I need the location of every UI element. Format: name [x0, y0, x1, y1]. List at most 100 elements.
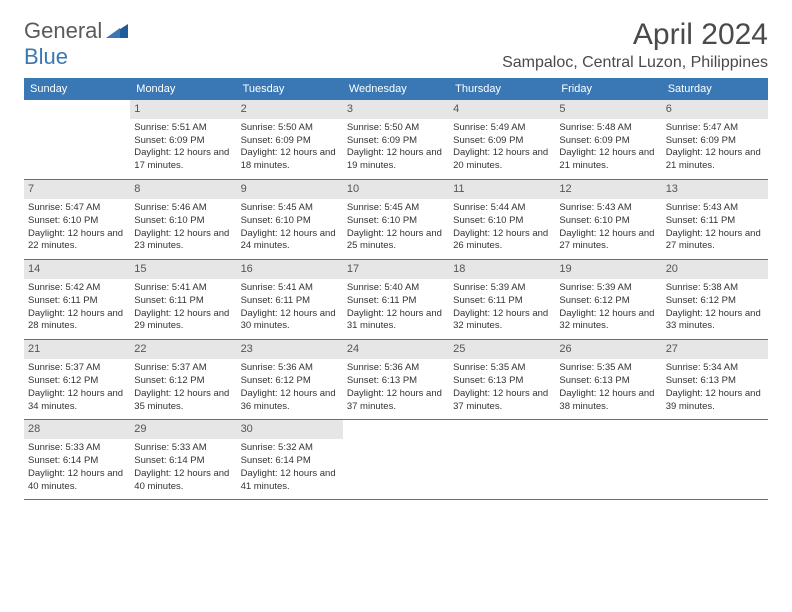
- calendar-day: 19Sunrise: 5:39 AMSunset: 6:12 PMDayligh…: [555, 260, 661, 339]
- weekday-header: Thursday: [449, 78, 555, 100]
- daylight-line: Daylight: 12 hours and 21 minutes.: [559, 147, 657, 173]
- sunset-line: Sunset: 6:11 PM: [453, 295, 551, 308]
- daylight-line: Daylight: 12 hours and 31 minutes.: [347, 308, 445, 334]
- sunrise-line: Sunrise: 5:45 AM: [347, 202, 445, 215]
- sunset-line: Sunset: 6:14 PM: [28, 455, 126, 468]
- day-number: 5: [555, 100, 661, 119]
- sunrise-line: Sunrise: 5:49 AM: [453, 122, 551, 135]
- calendar-day: 5 Sunrise: 5:48 AMSunset: 6:09 PMDaylight…: [555, 100, 661, 179]
- day-number: 11: [449, 180, 555, 199]
- day-number: 8: [130, 180, 236, 199]
- day-number: 17: [343, 260, 449, 279]
- daylight-line: Daylight: 12 hours and 27 minutes.: [666, 228, 764, 254]
- daylight-line: Daylight: 12 hours and 37 minutes.: [347, 388, 445, 414]
- calendar-day: 18Sunrise: 5:39 AMSunset: 6:11 PMDayligh…: [449, 260, 555, 339]
- weekday-header: Wednesday: [343, 78, 449, 100]
- daylight-line: Daylight: 12 hours and 20 minutes.: [453, 147, 551, 173]
- calendar-week: 7Sunrise: 5:47 AMSunset: 6:10 PMDaylight…: [24, 180, 768, 260]
- day-number: 26: [555, 340, 661, 359]
- sunset-line: Sunset: 6:11 PM: [28, 295, 126, 308]
- calendar-day: 8Sunrise: 5:46 AMSunset: 6:10 PMDaylight…: [130, 180, 236, 259]
- logo: General Blue: [24, 18, 128, 70]
- calendar-day: [343, 420, 449, 499]
- daylight-line: Daylight: 12 hours and 33 minutes.: [666, 308, 764, 334]
- calendar-week: 14Sunrise: 5:42 AMSunset: 6:11 PMDayligh…: [24, 260, 768, 340]
- daylight-line: Daylight: 12 hours and 30 minutes.: [241, 308, 339, 334]
- weekday-header: Friday: [555, 78, 661, 100]
- daylight-line: Daylight: 12 hours and 38 minutes.: [559, 388, 657, 414]
- daylight-line: Daylight: 12 hours and 32 minutes.: [559, 308, 657, 334]
- weekday-header: Sunday: [24, 78, 130, 100]
- title-block: April 2024 Sampaloc, Central Luzon, Phil…: [502, 18, 768, 72]
- daylight-line: Daylight: 12 hours and 40 minutes.: [134, 468, 232, 494]
- sunrise-line: Sunrise: 5:43 AM: [559, 202, 657, 215]
- day-number: 3: [343, 100, 449, 119]
- sunrise-line: Sunrise: 5:45 AM: [241, 202, 339, 215]
- day-number: 25: [449, 340, 555, 359]
- day-number: 30: [237, 420, 343, 439]
- sunrise-line: Sunrise: 5:32 AM: [241, 442, 339, 455]
- calendar-week: 1Sunrise: 5:51 AMSunset: 6:09 PMDaylight…: [24, 100, 768, 180]
- daylight-line: Daylight: 12 hours and 40 minutes.: [28, 468, 126, 494]
- day-number: 1: [130, 100, 236, 119]
- day-number: 29: [130, 420, 236, 439]
- weekday-header-row: SundayMondayTuesdayWednesdayThursdayFrid…: [24, 78, 768, 100]
- sunset-line: Sunset: 6:09 PM: [241, 135, 339, 148]
- daylight-line: Daylight: 12 hours and 36 minutes.: [241, 388, 339, 414]
- calendar-day: 6Sunrise: 5:47 AMSunset: 6:09 PMDaylight…: [662, 100, 768, 179]
- sunset-line: Sunset: 6:13 PM: [559, 375, 657, 388]
- sunrise-line: Sunrise: 5:33 AM: [134, 442, 232, 455]
- sunrise-line: Sunrise: 5:50 AM: [241, 122, 339, 135]
- sunset-line: Sunset: 6:11 PM: [347, 295, 445, 308]
- sunset-line: Sunset: 6:12 PM: [559, 295, 657, 308]
- day-number: 20: [662, 260, 768, 279]
- sunset-line: Sunset: 6:12 PM: [666, 295, 764, 308]
- header: General Blue April 2024 Sampaloc, Centra…: [24, 18, 768, 72]
- calendar-day: 25Sunrise: 5:35 AMSunset: 6:13 PMDayligh…: [449, 340, 555, 419]
- day-number: 22: [130, 340, 236, 359]
- calendar-day: 13Sunrise: 5:43 AMSunset: 6:11 PMDayligh…: [662, 180, 768, 259]
- sunset-line: Sunset: 6:09 PM: [559, 135, 657, 148]
- sunrise-line: Sunrise: 5:37 AM: [28, 362, 126, 375]
- sunrise-line: Sunrise: 5:40 AM: [347, 282, 445, 295]
- calendar-day: 21Sunrise: 5:37 AMSunset: 6:12 PMDayligh…: [24, 340, 130, 419]
- calendar-week: 21Sunrise: 5:37 AMSunset: 6:12 PMDayligh…: [24, 340, 768, 420]
- day-number: 6: [662, 100, 768, 119]
- calendar-day: 22Sunrise: 5:37 AMSunset: 6:12 PMDayligh…: [130, 340, 236, 419]
- daylight-line: Daylight: 12 hours and 25 minutes.: [347, 228, 445, 254]
- sunrise-line: Sunrise: 5:36 AM: [241, 362, 339, 375]
- calendar-day: 27Sunrise: 5:34 AMSunset: 6:13 PMDayligh…: [662, 340, 768, 419]
- daylight-line: Daylight: 12 hours and 22 minutes.: [28, 228, 126, 254]
- sunrise-line: Sunrise: 5:48 AM: [559, 122, 657, 135]
- location: Sampaloc, Central Luzon, Philippines: [502, 54, 768, 72]
- day-number: 9: [237, 180, 343, 199]
- logo-triangle-icon: [106, 24, 128, 38]
- day-number: 2: [237, 100, 343, 119]
- sunrise-line: Sunrise: 5:33 AM: [28, 442, 126, 455]
- daylight-line: Daylight: 12 hours and 26 minutes.: [453, 228, 551, 254]
- sunset-line: Sunset: 6:09 PM: [347, 135, 445, 148]
- sunset-line: Sunset: 6:11 PM: [241, 295, 339, 308]
- day-number: 4: [449, 100, 555, 119]
- day-number: 10: [343, 180, 449, 199]
- calendar-day: 24 Sunrise: 5:36 AMSunset: 6:13 PMDayligh…: [343, 340, 449, 419]
- sunrise-line: Sunrise: 5:41 AM: [134, 282, 232, 295]
- day-number: 21: [24, 340, 130, 359]
- sunrise-line: Sunrise: 5:50 AM: [347, 122, 445, 135]
- sunset-line: Sunset: 6:09 PM: [134, 135, 232, 148]
- calendar-day: 12Sunrise: 5:43 AMSunset: 6:10 PMDayligh…: [555, 180, 661, 259]
- sunrise-line: Sunrise: 5:36 AM: [347, 362, 445, 375]
- sunset-line: Sunset: 6:13 PM: [347, 375, 445, 388]
- logo-text: General Blue: [24, 18, 128, 70]
- sunset-line: Sunset: 6:13 PM: [666, 375, 764, 388]
- daylight-line: Daylight: 12 hours and 24 minutes.: [241, 228, 339, 254]
- sunset-line: Sunset: 6:11 PM: [134, 295, 232, 308]
- calendar-day: 23Sunrise: 5:36 AMSunset: 6:12 PMDayligh…: [237, 340, 343, 419]
- calendar-day: [555, 420, 661, 499]
- sunrise-line: Sunrise: 5:47 AM: [28, 202, 126, 215]
- day-number: 16: [237, 260, 343, 279]
- daylight-line: Daylight: 12 hours and 35 minutes.: [134, 388, 232, 414]
- sunset-line: Sunset: 6:10 PM: [241, 215, 339, 228]
- sunset-line: Sunset: 6:14 PM: [134, 455, 232, 468]
- day-number: 24: [343, 340, 449, 359]
